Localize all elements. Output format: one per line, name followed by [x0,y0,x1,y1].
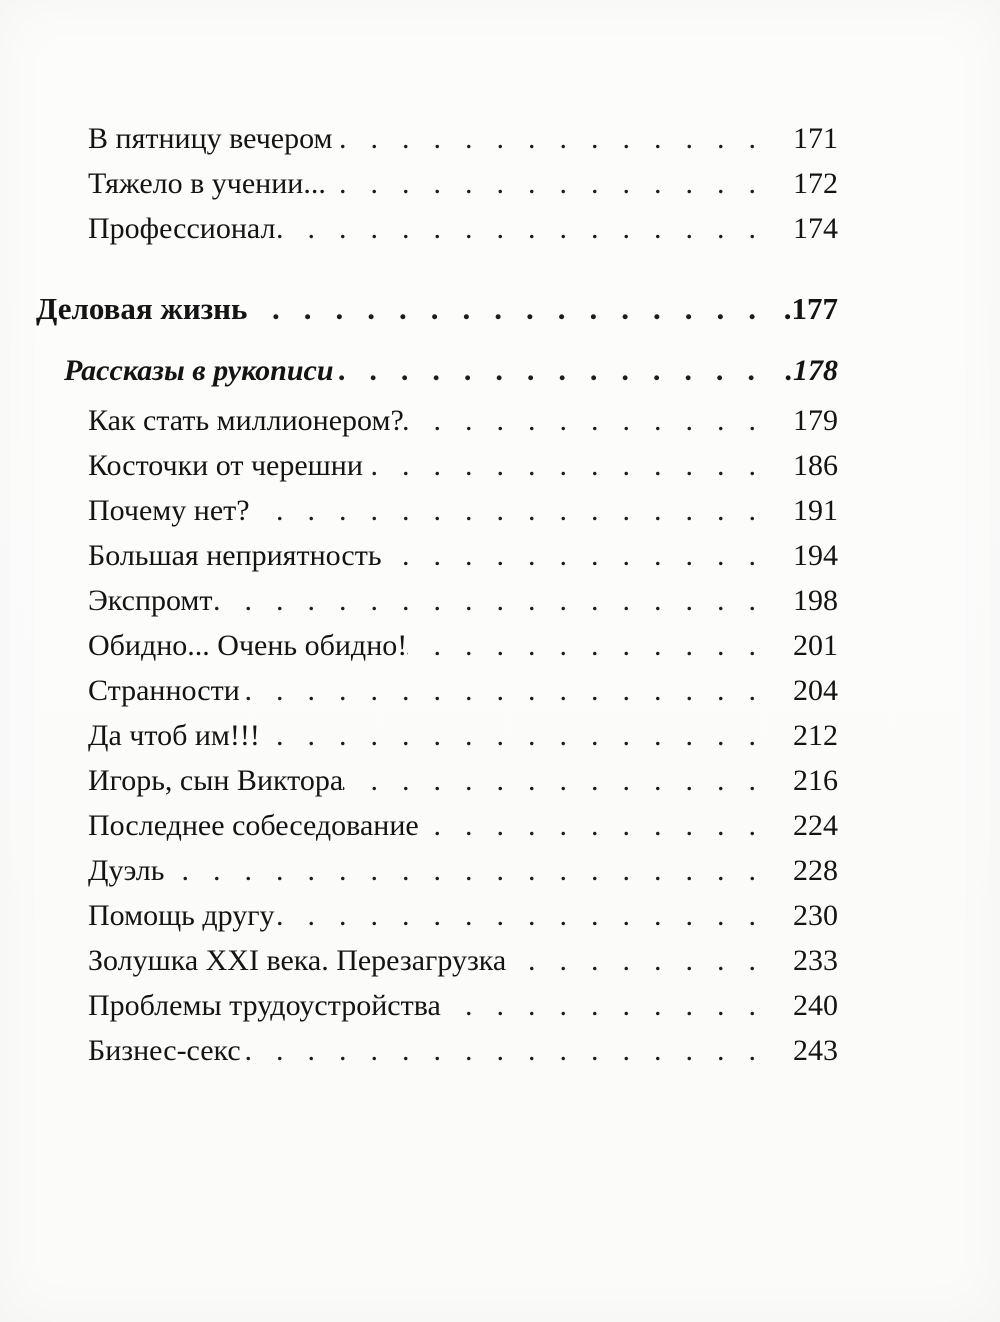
toc-entry-page-number: 212 [793,719,838,752]
toc-entry: Большая неприятность....................… [36,533,838,578]
dot-leader: .............................. [250,494,780,527]
toc-entry-page-number: 186 [793,449,838,482]
dot-leader: .............................. [240,674,780,707]
toc-entry-page-number: 224 [793,809,838,842]
dot-leader: .............................. [164,854,780,887]
toc-entry: В пятницу вечером.......................… [36,116,838,161]
toc-entry-page-number: 174 [793,212,838,245]
dot-leader: .............................. [275,212,780,245]
toc-entry-title: Игорь, сын Виктора [88,764,344,797]
dot-leader: .............................. [506,944,780,977]
toc-entry: Помощь другу............................… [36,893,838,938]
dot-leader: .............................. [241,1034,780,1067]
toc-entry-page-number: 228 [793,854,838,887]
toc-entry-page-number: 198 [793,584,838,617]
dot-leader: .............................. [333,354,780,387]
toc-entry-title: Проблемы трудоустройства [88,989,441,1022]
toc-entry: Экспромт.............................. 19… [36,578,838,623]
toc-entry-page-number: 201 [793,629,838,662]
toc-entry: Странности..............................… [36,668,838,713]
toc-entry-title: Косточки от черешни [88,449,363,482]
toc-entry-title: Странности [88,674,240,707]
toc-entry: Обидно... Очень обидно!.................… [36,623,838,668]
toc-entry-title: Деловая жизнь [36,291,248,326]
toc-entry-title: Экспромт [88,584,213,617]
toc-entry-page-number: 172 [793,167,838,200]
toc-entry: Рассказы в рукописи.....................… [36,348,838,393]
toc-entry-title: Бизнес-секс [88,1034,241,1067]
toc-entry-title: Помощь другу [88,899,275,932]
toc-entry-title: Тяжело в учении... [88,167,326,200]
toc-entry: Игорь, сын Виктора......................… [36,758,838,803]
toc-entry-title: Рассказы в рукописи [64,354,334,387]
toc-entry: Проблемы трудоустройства................… [36,983,838,1028]
dot-leader: .............................. [407,629,780,662]
toc-entry: Дуэль.............................. 228 [36,848,838,893]
toc-entry-title: Профессионал [88,212,276,245]
toc-entry-page-number: .178 [785,354,839,387]
toc-entry-page-number: 216 [793,764,838,797]
dot-leader: .............................. [260,719,780,752]
toc-entry-page-number: 194 [793,539,838,572]
dot-leader: .............................. [382,539,780,572]
dot-leader: .............................. [247,291,780,326]
toc-entry: Последнее собеседование.................… [36,803,838,848]
toc-entry-title: Да чтоб им!!! [88,719,260,752]
toc-entry-page-number: 204 [793,674,838,707]
toc-entry: Тяжело в учении.........................… [36,161,838,206]
dot-leader: .............................. [419,809,780,842]
dot-leader: .............................. [325,167,780,200]
dot-leader: .............................. [332,122,780,155]
dot-leader: .............................. [213,584,780,617]
toc-entry-page-number: 171 [793,122,838,155]
toc-entry-title: Большая неприятность [88,539,382,572]
toc-entry-title: В пятницу вечером [88,122,333,155]
dot-leader: .............................. [275,899,780,932]
toc-entry-page-number: 191 [793,494,838,527]
toc-entry-title: Последнее собеседование [88,809,419,842]
toc-entry: Почему нет?.............................… [36,488,838,533]
dot-leader: .............................. [403,404,780,437]
toc-entry-title: Как стать миллионером? [88,404,404,437]
toc-entry-page-number: 179 [793,404,838,437]
toc-entry: Как стать миллионером?..................… [36,398,838,443]
toc-entry: Косточки от черешни.....................… [36,443,838,488]
toc-entry-title: Почему нет? [88,494,250,527]
dot-leader: .............................. [363,449,780,482]
toc-entry: Золушка XXI века. Перезагрузка..........… [36,938,838,983]
toc-entry-page-number: 240 [793,989,838,1022]
toc-list: В пятницу вечером.......................… [36,116,838,1073]
toc-entry: Деловая жизнь...........................… [36,286,838,331]
toc-entry-page-number: 233 [793,944,838,977]
toc-entry-page-number: 243 [793,1034,838,1067]
toc-entry: Профессионал............................… [36,206,838,251]
toc-entry-title: Дуэль [88,854,165,887]
toc-entry-page-number: .177 [783,291,838,326]
toc-entry: Бизнес-секс.............................… [36,1028,838,1073]
toc-entry-page-number: 230 [793,899,838,932]
dot-leader: .............................. [440,989,780,1022]
dot-leader: .............................. [343,764,780,797]
toc-entry: Да чтоб им!!!...........................… [36,713,838,758]
toc-entry-title: Обидно... Очень обидно! [88,629,408,662]
toc-entry-title: Золушка XXI века. Перезагрузка [88,944,507,977]
